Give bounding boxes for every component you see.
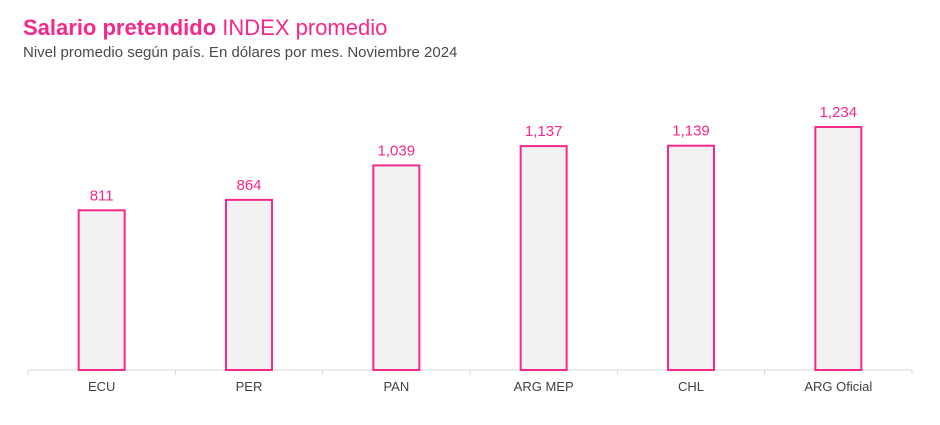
chart-title: Salario pretendido INDEX promedio: [23, 15, 387, 41]
data-label: 1,234: [820, 104, 858, 121]
x-tick-label: CHL: [678, 379, 704, 394]
chart-title-regular: INDEX promedio: [222, 15, 388, 40]
data-label: 1,137: [525, 123, 563, 140]
x-tick-label: ECU: [88, 379, 115, 394]
bar-per: [225, 198, 273, 371]
data-label: 864: [236, 177, 261, 194]
x-tick-label: ARG Oficial: [804, 379, 872, 394]
bar-pan: [372, 164, 421, 371]
bar-chl: [667, 144, 715, 371]
data-label: 811: [90, 187, 114, 204]
data-label: 1,139: [672, 123, 710, 140]
chart-subtitle: Nivel promedio según país. En dólares po…: [23, 44, 458, 61]
bar-ecu: [77, 209, 126, 371]
chart-title-bold: Salario pretendido: [23, 15, 217, 40]
x-tick-label: PAN: [383, 379, 409, 394]
x-tick-label: ARG MEP: [514, 379, 574, 394]
bar-arg-mep: [519, 145, 568, 371]
data-label: 1,039: [378, 142, 416, 159]
x-tick-label: PER: [236, 379, 263, 394]
bar-arg-oficial: [814, 126, 863, 371]
